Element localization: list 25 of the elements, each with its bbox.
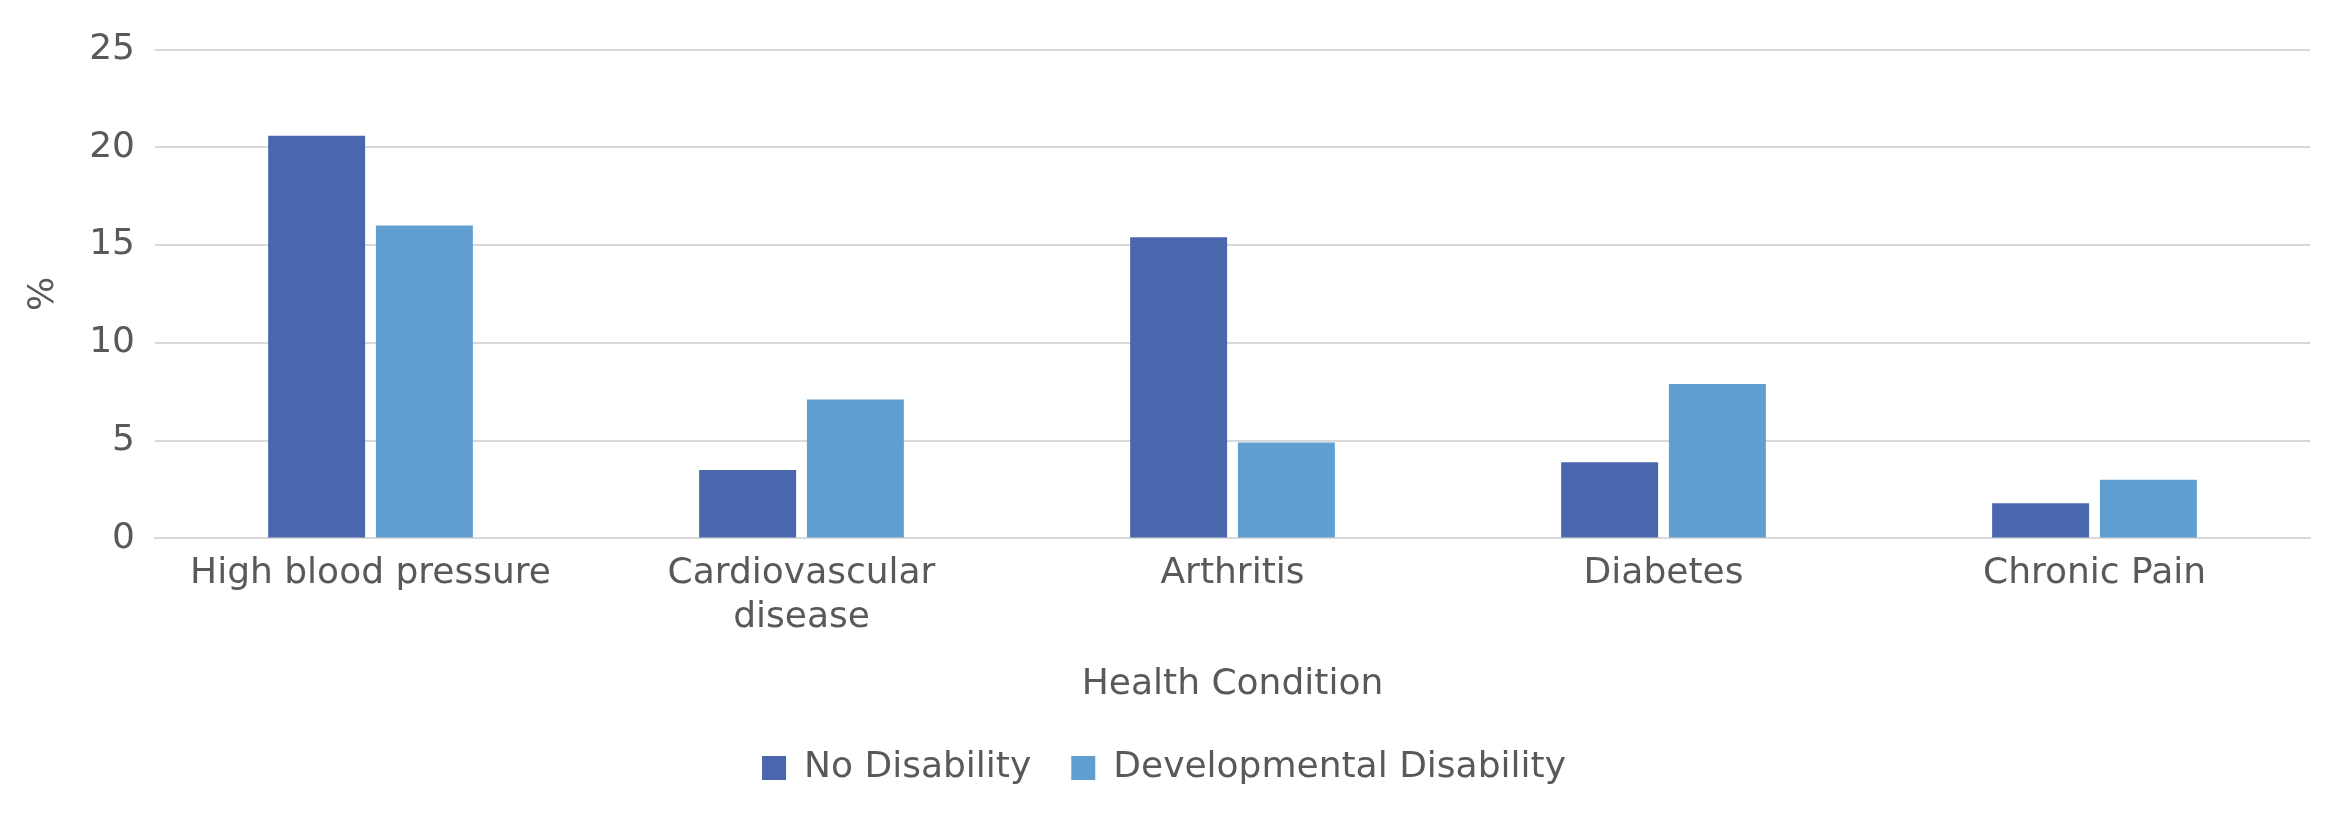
bar [699, 469, 797, 538]
x-tick-label: Arthritis [1160, 550, 1305, 592]
legend-label: No Disability [804, 744, 1032, 786]
x-tick-label: Diabetes [1583, 550, 1744, 592]
x-tick-label: Chronic Pain [1982, 550, 2207, 592]
x-axis-title: Health Condition [1081, 660, 1384, 702]
bar [1561, 462, 1659, 538]
bar [1992, 503, 2090, 538]
y-tick-label: 15 [89, 221, 136, 263]
bar [2099, 479, 2197, 538]
legend-label: Developmental Disability [1113, 744, 1566, 786]
bar [1237, 442, 1335, 538]
x-tick-label: High blood pressure [190, 550, 551, 592]
y-axis-title: % [19, 276, 61, 312]
bar [1668, 383, 1766, 538]
bar [806, 399, 904, 538]
y-tick-label: 20 [89, 123, 136, 165]
y-tick-label: 10 [89, 319, 136, 361]
bar [375, 225, 473, 538]
bar [1130, 237, 1228, 538]
x-tick-label: Cardiovascular disease [667, 550, 936, 635]
y-tick-label: 0 [112, 514, 136, 556]
bar [268, 135, 366, 538]
y-tick-label: 25 [89, 25, 136, 67]
y-tick-label: 5 [112, 417, 136, 458]
